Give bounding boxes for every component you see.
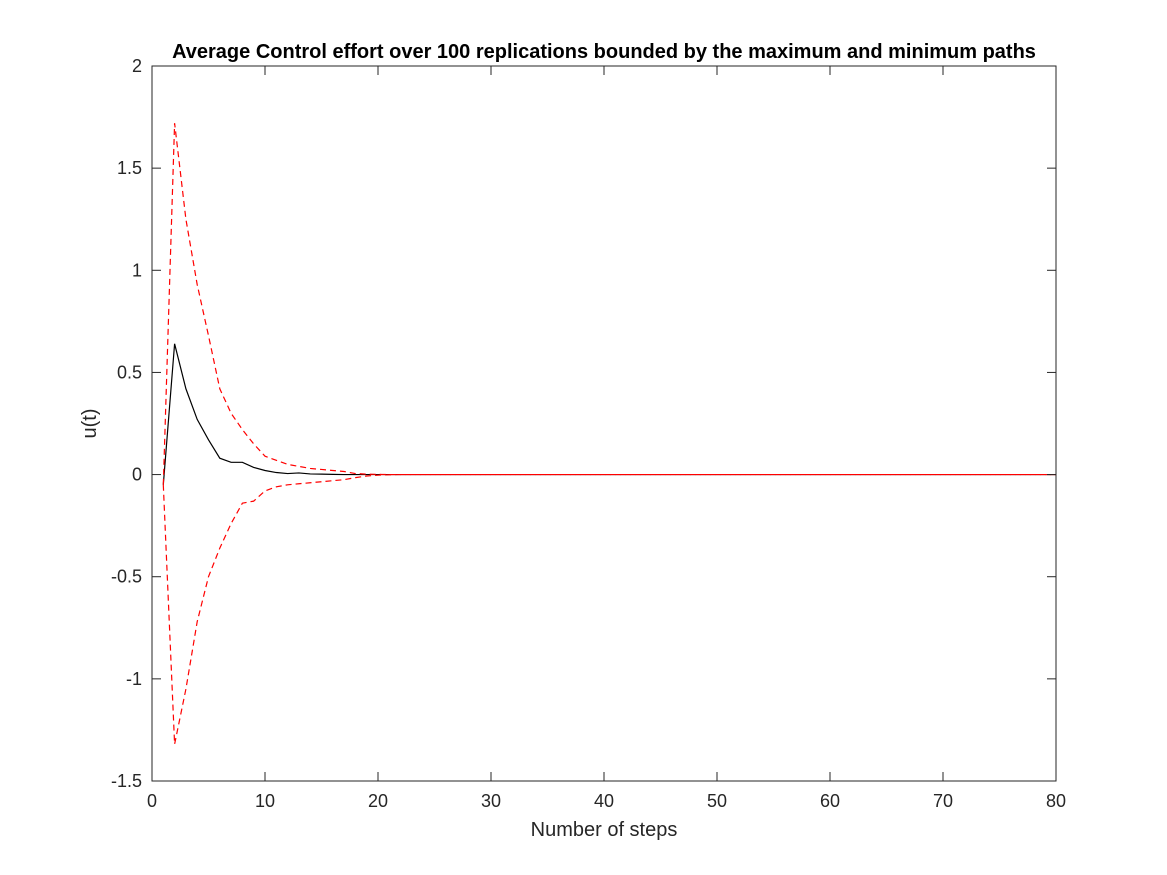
plot-frame bbox=[151, 65, 1057, 782]
y-tick-label: 1 bbox=[132, 260, 142, 280]
y-tick-label: 1.5 bbox=[117, 158, 142, 178]
x-axis-title: Number of steps bbox=[531, 819, 678, 841]
x-tick-label: 40 bbox=[594, 791, 614, 811]
y-tick-label: -1.5 bbox=[111, 771, 142, 791]
x-tick-label: 70 bbox=[933, 791, 953, 811]
plot-area bbox=[152, 66, 1056, 781]
series-line-2 bbox=[162, 123, 1056, 485]
y-axis-title: u(t) bbox=[79, 409, 101, 439]
x-tick-label: 10 bbox=[255, 791, 275, 811]
x-tick-label: 50 bbox=[707, 791, 727, 811]
x-tick-label: 30 bbox=[481, 791, 501, 811]
series-line-3 bbox=[162, 473, 1056, 745]
y-tick-label: -1 bbox=[126, 669, 142, 689]
labels-layer: 0 10 20 30 40 50 60 70 80 -1.5 -1 -0.5 0 0.5 1 1.5 2 bbox=[111, 56, 1066, 811]
x-tick-label: 20 bbox=[368, 791, 388, 811]
y-tick-label: 2 bbox=[132, 56, 142, 76]
chart-title: Average Control effort over 100 replicat… bbox=[172, 41, 1036, 63]
series-layer bbox=[162, 123, 1056, 745]
y-tick-label: 0 bbox=[132, 465, 142, 485]
y-tick-label: 0.5 bbox=[117, 362, 142, 382]
x-tick-label: 0 bbox=[147, 791, 157, 811]
x-tick-label: 80 bbox=[1046, 791, 1066, 811]
y-tick-label: -0.5 bbox=[111, 567, 142, 587]
x-tick-label: 60 bbox=[820, 791, 840, 811]
